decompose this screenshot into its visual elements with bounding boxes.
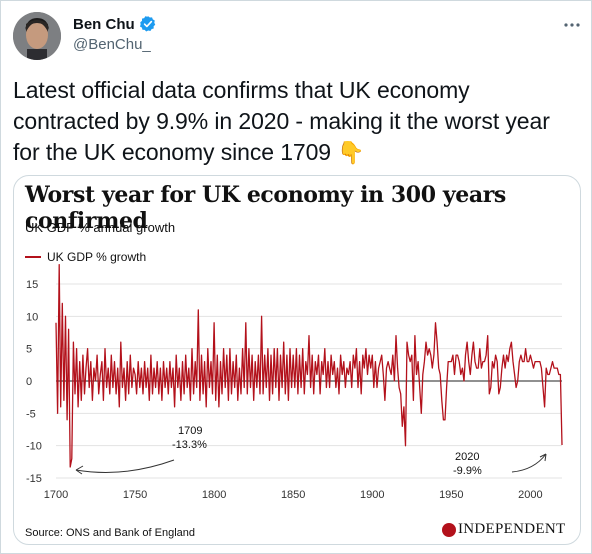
tweet-body: Latest official data confirms that UK ec…: [13, 77, 550, 165]
chart-image-card[interactable]: 15 10 5 0 -5 -10 -15 1700 1750 1800 1850 1900 1950 20…: [13, 175, 581, 545]
logo-text: INDEPENDENT: [458, 521, 566, 537]
annotation-2020-arrow: [511, 453, 547, 473]
author-name[interactable]: Ben Chu: [73, 15, 135, 33]
annotation-2020-year: 2020: [455, 451, 479, 463]
ellipsis-icon: [564, 23, 580, 27]
chart-legend: UK GDP % growth: [25, 250, 146, 264]
y-tick-label: 15: [26, 279, 38, 291]
author-handle[interactable]: @BenChu_: [73, 36, 151, 53]
y-tick-label: -10: [26, 441, 42, 453]
legend-label: UK GDP % growth: [47, 250, 147, 264]
pointing-down-emoji-icon: 👇: [337, 140, 365, 165]
more-options-icon[interactable]: [561, 15, 583, 35]
annotation-1709-arrow: [75, 459, 175, 473]
independent-eagle-icon: [442, 522, 456, 537]
tweet-text: Latest official data confirms that UK ec…: [13, 75, 573, 168]
annotation-1709-value: -13.3%: [172, 439, 207, 451]
x-tick-label: 1850: [281, 489, 305, 501]
gdp-growth-line: [55, 263, 563, 468]
x-tick-label: 1700: [44, 489, 68, 501]
y-tick-label: -5: [26, 408, 36, 420]
verified-badge-icon: [139, 16, 155, 32]
x-tick-label: 1900: [360, 489, 384, 501]
chart-source: Source: ONS and Bank of England: [25, 527, 195, 539]
annotation-1709-year: 1709: [178, 425, 202, 437]
annotation-2020-arrowhead: [539, 453, 547, 462]
x-tick-label: 2000: [518, 489, 542, 501]
chart-subtitle: UK GDP % annual growth: [25, 220, 176, 235]
chart-title: Worst year for UK economy in 300 years c…: [25, 182, 506, 234]
annotation-1709-arrowhead: [75, 465, 84, 475]
x-tick-label: 1800: [202, 489, 226, 501]
y-tick-label: 10: [26, 311, 38, 323]
y-tick-label: -15: [26, 473, 42, 485]
independent-logo: INDEPENDENT: [442, 521, 565, 538]
y-tick-label: 0: [26, 376, 32, 388]
x-tick-label: 1950: [439, 489, 463, 501]
annotation-2020-value: -9.9%: [453, 465, 482, 477]
y-tick-label: 5: [26, 344, 32, 356]
author-row: Ben Chu: [73, 15, 157, 33]
x-tick-label: 1750: [123, 489, 147, 501]
legend-swatch: [25, 256, 41, 258]
avatar-image: [13, 12, 61, 60]
avatar[interactable]: [13, 12, 61, 60]
